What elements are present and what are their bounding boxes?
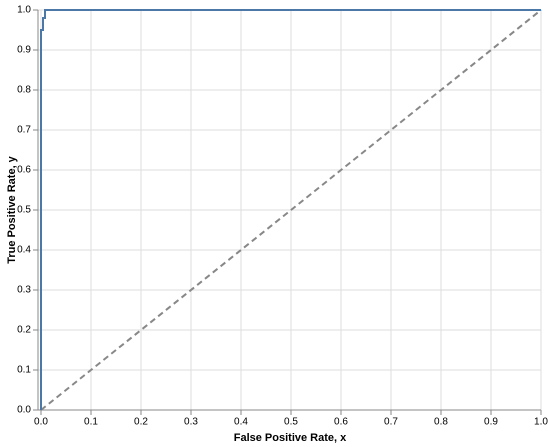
- x-tick-label: 0.9: [484, 417, 498, 428]
- y-tick-label: 0.4: [17, 245, 31, 256]
- x-tick-label: 0.3: [184, 417, 198, 428]
- x-tick-label: 0.5: [284, 417, 298, 428]
- y-tick-label: 0.7: [17, 125, 31, 136]
- x-tick-label: 1.0: [534, 417, 548, 428]
- x-tick-label: 0.2: [134, 417, 148, 428]
- y-axis-title: True Positive Rate, y: [6, 155, 18, 263]
- y-tick-label: 0.5: [17, 205, 31, 216]
- series-line: [40, 9, 542, 411]
- x-tick-label: 0.0: [34, 417, 48, 428]
- y-tick-label: 0.6: [17, 165, 31, 176]
- y-tick-label: 0.8: [17, 85, 31, 96]
- x-tick-label: 0.6: [334, 417, 348, 428]
- x-tick-label: 0.4: [234, 417, 248, 428]
- x-tick-label: 0.7: [384, 417, 398, 428]
- y-tick-label: 0.3: [17, 285, 31, 296]
- y-tick-label: 0.0: [17, 405, 31, 416]
- series-line: [40, 9, 541, 410]
- y-tick-label: 0.9: [17, 45, 31, 56]
- x-axis-title: False Positive Rate, x: [234, 432, 347, 444]
- y-tick-label: 0.2: [17, 325, 31, 336]
- x-tick-label: 0.1: [84, 417, 98, 428]
- x-tick-label: 0.8: [434, 417, 448, 428]
- y-tick-label: 1.0: [17, 5, 31, 16]
- y-tick-label: 0.1: [17, 365, 31, 376]
